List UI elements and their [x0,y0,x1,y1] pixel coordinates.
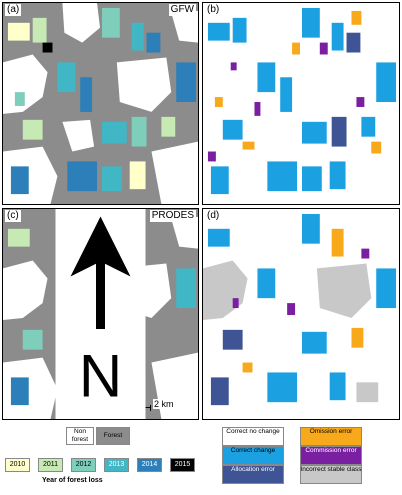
legend-forest-label: Forest [103,432,123,439]
legend-non-forest-label: Non forest [71,428,89,443]
accuracy-map-gfw [203,3,399,204]
accuracy-map-prodes [203,209,399,419]
panel-label-c: (c) [5,210,21,222]
legend-incorrect-stable-label: Incorrect stable class [300,466,362,473]
panel-title-prodes: PRODES [149,210,196,222]
north-arrow-icon: N [55,209,146,419]
legend-commission-error-swatch [300,446,362,465]
legend-commission-error-label: Commission error [305,447,357,454]
gfw-map [3,3,198,204]
legend-omission-error-label: Omission error [309,428,353,435]
scale-bar-label: 2 km [153,399,175,409]
legend-correct-change-label: Correct change [230,447,276,454]
legend-non-forest-swatch [66,427,94,445]
map-panel-accuracy-gfw: (b) [202,2,400,205]
legend-year-2014: 2014 [137,458,162,472]
map-panel-gfw: (a) GFW [2,2,199,205]
legend-year-2013: 2013 [104,458,129,472]
legend-year-2015: 2015 [170,458,195,472]
legend-forest-swatch [96,427,130,445]
map-panel-accuracy-prodes: (d) [202,208,400,420]
legend-year-2011: 2011 [38,458,63,472]
legend-year-2012: 2012 [71,458,96,472]
legend-allocation-error-label: Allocation error [231,466,275,473]
map-panel-prodes: (c) PRODES 2 km N [2,208,199,420]
panel-title-gfw: GFW [168,4,196,16]
year-axis-label: Year of forest loss [42,477,103,484]
north-label: N [79,343,122,410]
legend-incorrect-stable-swatch [300,465,362,484]
legend-year-2010: 2010 [5,458,30,472]
legend-allocation-error-swatch [222,465,284,484]
legend-correct-no-change-label: Correct no change [226,428,280,435]
panel-label-b: (b) [205,4,222,16]
legend-omission-error-swatch [300,427,362,446]
legend-correct-change-swatch [222,446,284,465]
legend-correct-no-change-swatch [222,427,284,446]
panel-label-a: (a) [5,4,22,16]
panel-label-d: (d) [205,210,222,222]
